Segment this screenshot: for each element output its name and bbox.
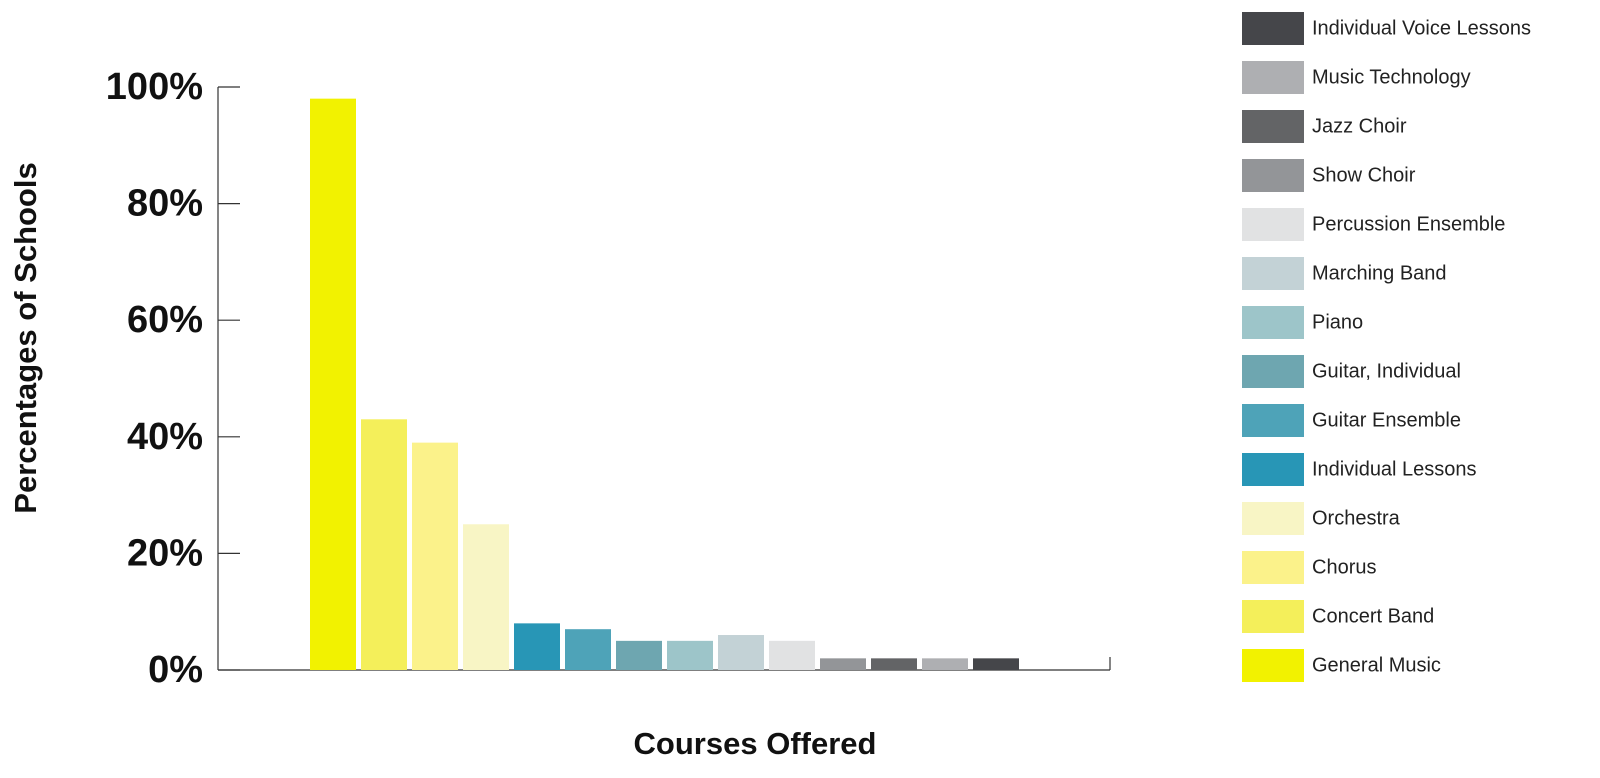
- y-tick-label: 40%: [127, 416, 203, 458]
- legend-label: Individual Lessons: [1312, 458, 1477, 480]
- bar: [667, 640, 713, 670]
- legend-label: Concert Band: [1312, 605, 1434, 627]
- legend-swatch: [1242, 306, 1304, 339]
- bar: [769, 640, 815, 670]
- legend-swatch: [1242, 404, 1304, 437]
- y-axis-title: Percentages of Schools: [8, 162, 43, 513]
- legend-label: Chorus: [1312, 556, 1376, 578]
- bar: [412, 442, 458, 670]
- legend-swatch: [1242, 61, 1304, 94]
- legend-swatch: [1242, 453, 1304, 486]
- legend-swatch: [1242, 600, 1304, 633]
- bar: [565, 629, 611, 670]
- bar: [871, 658, 917, 670]
- legend-label: Orchestra: [1312, 507, 1401, 529]
- bar: [973, 658, 1019, 670]
- bar: [361, 419, 407, 670]
- legend-swatch: [1242, 551, 1304, 584]
- x-axis-title: Courses Offered: [634, 726, 877, 761]
- bar: [310, 98, 356, 670]
- bar: [922, 658, 968, 670]
- legend-swatch: [1242, 649, 1304, 682]
- legend-label: Percussion Ensemble: [1312, 213, 1505, 235]
- legend-swatch: [1242, 110, 1304, 143]
- y-tick-label: 80%: [127, 183, 203, 225]
- bar: [616, 640, 662, 670]
- y-tick-label: 100%: [106, 66, 203, 108]
- y-tick-label: 20%: [127, 532, 203, 574]
- legend-label: General Music: [1312, 654, 1441, 676]
- y-tick-label: 60%: [127, 299, 203, 341]
- bar: [820, 658, 866, 670]
- legend-swatch: [1242, 159, 1304, 192]
- bar: [463, 524, 509, 670]
- legend-label: Show Choir: [1312, 164, 1416, 186]
- legend-label: Jazz Choir: [1312, 115, 1407, 137]
- legend-label: Marching Band: [1312, 262, 1447, 284]
- bar: [718, 635, 764, 670]
- legend-label: Piano: [1312, 311, 1363, 333]
- legend-label: Individual Voice Lessons: [1312, 17, 1531, 39]
- legend-swatch: [1242, 257, 1304, 290]
- y-tick-label: 0%: [148, 649, 203, 691]
- bar: [514, 623, 560, 670]
- legend-label: Music Technology: [1312, 66, 1471, 88]
- legend-label: Guitar, Individual: [1312, 360, 1461, 382]
- legend-swatch: [1242, 12, 1304, 45]
- legend-label: Guitar Ensemble: [1312, 409, 1461, 431]
- legend-swatch: [1242, 208, 1304, 241]
- legend-swatch: [1242, 502, 1304, 535]
- legend-swatch: [1242, 355, 1304, 388]
